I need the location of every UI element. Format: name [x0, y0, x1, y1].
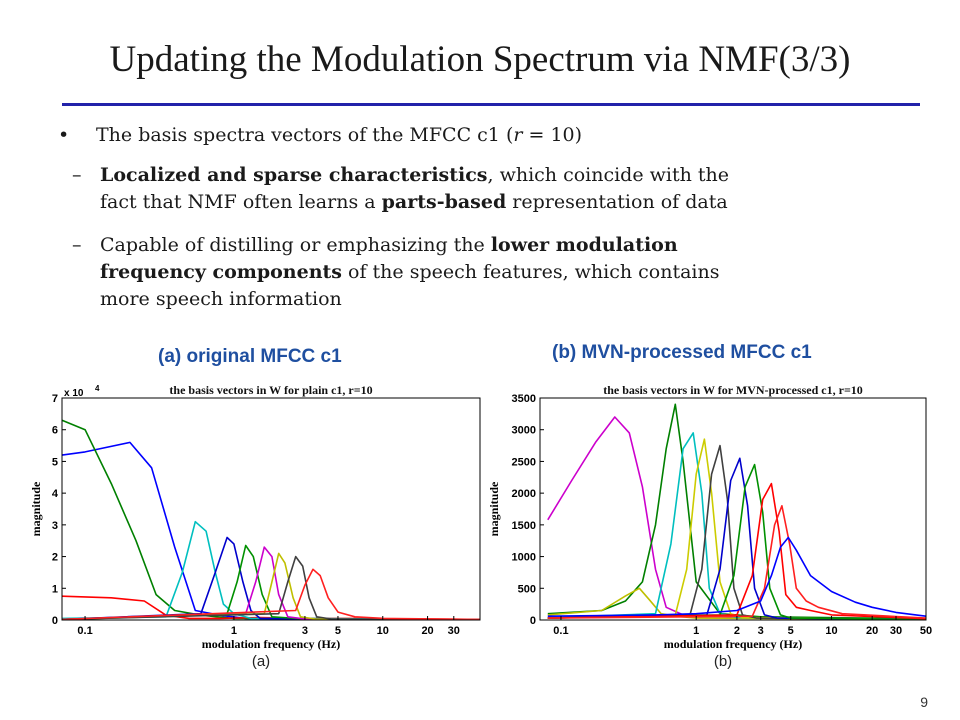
chart-caption: (a)	[252, 653, 270, 670]
series-line	[62, 552, 480, 620]
x-tick-label: 1	[693, 625, 699, 637]
chart-title: the basis vectors in W for plain c1, r=1…	[169, 383, 372, 397]
x-tick-label: 30	[890, 625, 902, 637]
series-line	[547, 505, 926, 619]
series-line	[62, 546, 480, 620]
x-tick-label: 3	[758, 625, 764, 637]
y-tick-label: 4	[52, 488, 59, 500]
chart-caption: (b)	[714, 653, 732, 670]
x-tick-label: 50	[920, 625, 932, 637]
y-tick-label: 0	[530, 615, 536, 627]
title-underline	[62, 103, 920, 106]
y-tick-label: 3500	[512, 393, 536, 405]
series-line	[547, 403, 926, 620]
series-line	[62, 520, 480, 620]
chart-title: the basis vectors in W for MVN-processed…	[603, 383, 863, 397]
series-line	[547, 444, 926, 620]
series-line	[62, 419, 480, 620]
series-line	[62, 536, 480, 620]
y-tick-label: 1000	[512, 552, 536, 564]
y-tick-label: 500	[518, 583, 536, 595]
bullet-text: The basis spectra vectors of the MFCC c1…	[96, 124, 582, 146]
x-tick-label: 3	[302, 625, 308, 637]
series-line	[547, 463, 926, 620]
bullet-marker: •	[58, 124, 70, 146]
series-line	[62, 555, 480, 620]
series-line	[547, 432, 926, 620]
y-axis-label: magnitude	[487, 481, 501, 536]
chart-mvn-c1: the basis vectors in W for MVN-processed…	[487, 383, 932, 670]
sub-bullet-line: more speech information	[100, 286, 890, 313]
x-tick-label: 10	[377, 625, 389, 637]
x-tick-label: 0.1	[553, 625, 568, 637]
plot-frame	[539, 397, 927, 621]
y-exponent-label: x 10	[64, 388, 84, 399]
sub-bullet-line: frequency components of the speech featu…	[100, 259, 890, 286]
series-line	[547, 457, 926, 620]
y-tick-label: 2000	[512, 488, 536, 500]
x-tick-label: 1	[231, 625, 237, 637]
plot-frame	[61, 397, 481, 621]
sub-bullet-line: Localized and sparse characteristics, wh…	[100, 162, 890, 189]
y-axis-label: magnitude	[29, 481, 43, 536]
x-axis-label: modulation frequency (Hz)	[202, 637, 340, 651]
x-tick-label: 20	[421, 625, 433, 637]
x-tick-label: 20	[866, 625, 878, 637]
page-number: 9	[920, 694, 928, 710]
sub-bullet-line: Capable of distilling or emphasizing the…	[100, 232, 890, 259]
x-tick-label: 2	[734, 625, 740, 637]
y-tick-label: 7	[52, 393, 58, 405]
chart-plain-c1: the basis vectors in W for plain c1, r=1…	[29, 383, 481, 670]
text-run: representation of data	[506, 191, 728, 213]
y-tick-label: 3	[52, 520, 58, 532]
text-run: of the speech features, which contains	[342, 261, 720, 283]
x-axis-label: modulation frequency (Hz)	[664, 637, 802, 651]
bullet-text-italic: r	[513, 124, 523, 146]
y-tick-label: 2500	[512, 456, 536, 468]
bullet-text-part: The basis spectra vectors of the MFCC c1…	[96, 124, 514, 146]
bold-text-run: lower modulation	[490, 234, 678, 256]
series-line	[547, 416, 926, 620]
x-tick-label: 30	[448, 625, 460, 637]
y-tick-label: 6	[52, 425, 58, 437]
bullet-text-part: = 10)	[522, 124, 583, 146]
series-line	[62, 568, 480, 620]
y-tick-label: 1	[52, 583, 58, 595]
bold-text-run: Localized and sparse characteristics	[100, 164, 488, 186]
series-line	[62, 441, 480, 620]
series-line	[547, 536, 926, 617]
sub-bullet-1: – Localized and sparse characteristics, …	[72, 162, 890, 216]
sub-bullet-2: – Capable of distilling or emphasizing t…	[72, 232, 890, 313]
y-tick-label: 5	[52, 456, 58, 468]
y-tick-label: 1500	[512, 520, 536, 532]
panel-label-b: (b) MVN-processed MFCC c1	[552, 342, 812, 363]
text-run: , which coincide with the	[487, 164, 730, 186]
text-run: more speech information	[100, 288, 342, 310]
bold-text-run: parts-based	[381, 191, 507, 213]
sub-bullet-marker: –	[72, 234, 82, 256]
y-tick-label: 0	[52, 615, 58, 627]
y-exponent-power: 4	[95, 384, 100, 393]
series-line	[547, 482, 926, 620]
bold-text-run: frequency components	[100, 261, 342, 283]
text-run: fact that NMF often learns a	[100, 191, 382, 213]
y-tick-label: 3000	[512, 425, 536, 437]
sub-bullet-line: fact that NMF often learns a parts-based…	[100, 189, 890, 216]
x-tick-label: 10	[825, 625, 837, 637]
x-tick-label: 0.1	[77, 625, 92, 637]
y-tick-label: 2	[52, 552, 58, 564]
x-tick-label: 5	[335, 625, 341, 637]
x-tick-label: 5	[788, 625, 794, 637]
panel-label-a: (a) original MFCC c1	[158, 346, 342, 367]
text-run: Capable of distilling or emphasizing the	[100, 234, 491, 256]
sub-bullet-marker: –	[72, 164, 82, 186]
slide-title: Updating the Modulation Spectrum via NMF…	[109, 39, 851, 80]
